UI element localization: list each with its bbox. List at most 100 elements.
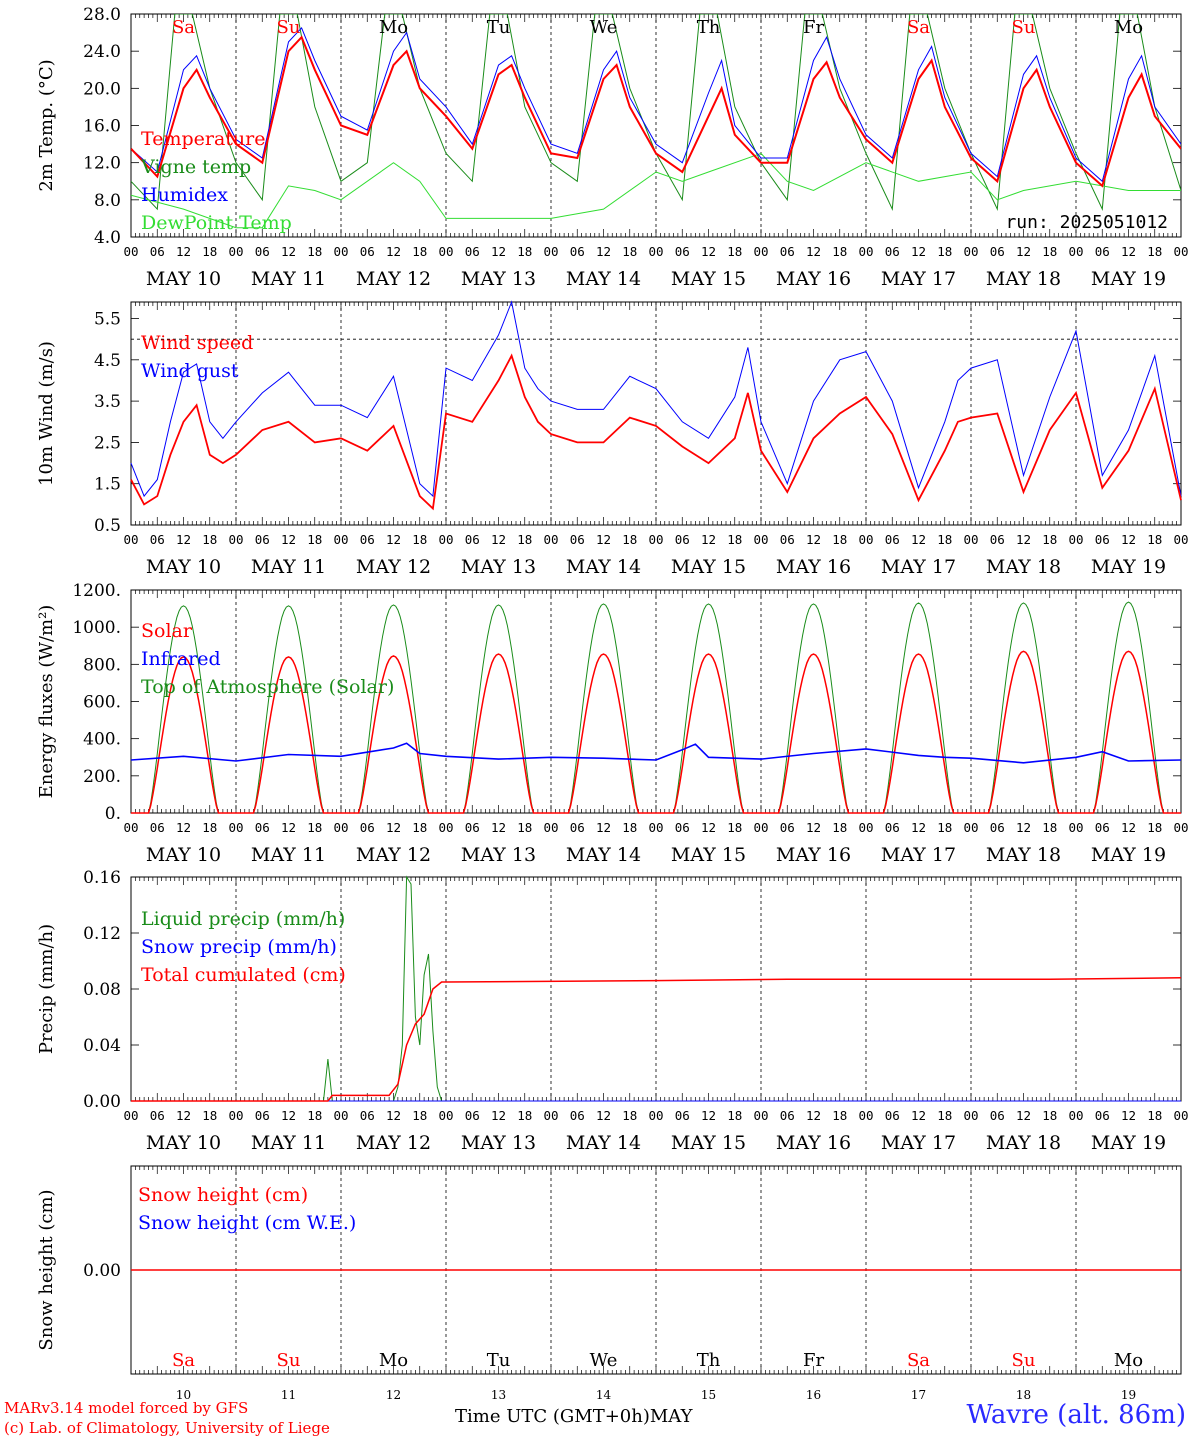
date-label: MAY 18 [986, 1132, 1061, 1154]
y-tick-label: 5.5 [94, 310, 121, 330]
hour-tick-label: 00 [1068, 532, 1083, 547]
y-axis-label: Snow height (cm) [36, 1189, 57, 1350]
hour-tick-label: 18 [517, 244, 532, 259]
hour-tick-label: 12 [386, 1108, 401, 1123]
legend-entry: Liquid precip (mm/h) [141, 908, 345, 930]
y-tick-label: 1.5 [94, 475, 121, 495]
y-tick-label: 0. [105, 804, 121, 824]
hour-tick-label: 18 [832, 532, 847, 547]
y-tick-label: 1000. [72, 618, 121, 638]
day-number-label: 10 [176, 1388, 191, 1402]
weekday-label: Mo [379, 1350, 408, 1371]
y-tick-label: 4.0 [94, 228, 121, 248]
series-infrared [130, 742, 1182, 764]
date-label: MAY 15 [671, 556, 746, 578]
hour-tick-label: 12 [1016, 820, 1031, 835]
hour-tick-label: 18 [307, 532, 322, 547]
hour-tick-label: 18 [1147, 244, 1162, 259]
hour-tick-label: 18 [1042, 820, 1057, 835]
day-number-label: 11 [281, 1388, 296, 1402]
hour-tick-label: 18 [1147, 820, 1162, 835]
hour-tick-label: 00 [648, 820, 663, 835]
day-number-label: 15 [701, 1388, 716, 1402]
date-label: MAY 16 [776, 268, 851, 290]
legend-entry: Wind speed [141, 332, 253, 354]
date-label: MAY 19 [1091, 556, 1166, 578]
hour-tick-label: 06 [885, 820, 900, 835]
hour-tick-label: 12 [596, 244, 611, 259]
date-label: MAY 13 [461, 268, 536, 290]
hour-tick-label: 06 [570, 1108, 585, 1123]
hour-tick-label: 12 [911, 244, 926, 259]
date-label: MAY 15 [671, 844, 746, 866]
hour-tick-label: 12 [596, 820, 611, 835]
y-axis-label: Precip (mm/h) [36, 924, 57, 1054]
hour-tick-label: 06 [1095, 1108, 1110, 1123]
panel-1: 4.0 8.0 12.0 16.0 20.0 24.0 28.0 2m Temp. (°C) T… [36, 5, 1189, 290]
hour-tick-label: 18 [412, 532, 427, 547]
y-tick-label: 1200. [72, 581, 121, 601]
hour-tick-label: 00 [648, 244, 663, 259]
date-label: MAY 10 [146, 268, 221, 290]
panel-3: 0. 200. 400. 600. 800. 1000. 1200. Energy fluxe… [36, 581, 1189, 866]
hour-tick-label: 06 [780, 532, 795, 547]
hour-tick-label: 00 [1173, 244, 1188, 259]
y-tick-label: 12.0 [83, 154, 121, 174]
hour-tick-label: 00 [963, 820, 978, 835]
hour-tick-label: 06 [150, 820, 165, 835]
hour-tick-label: 12 [1016, 1108, 1031, 1123]
hour-tick-label: 18 [727, 1108, 742, 1123]
y-tick-label: 8.0 [94, 191, 121, 211]
hour-tick-label: 18 [202, 820, 217, 835]
date-label: MAY 16 [776, 1132, 851, 1154]
hour-tick-label: 00 [438, 1108, 453, 1123]
date-label: MAY 13 [461, 556, 536, 578]
hour-tick-label: 00 [1068, 820, 1083, 835]
hour-tick-label: 00 [543, 820, 558, 835]
hour-tick-label: 12 [701, 244, 716, 259]
hour-tick-label: 06 [1095, 532, 1110, 547]
legend-entry: Top of Atmosphere (Solar) [141, 676, 394, 698]
hour-tick-label: 12 [491, 1108, 506, 1123]
hour-tick-label: 00 [333, 820, 348, 835]
y-tick-label: 0.5 [94, 516, 121, 536]
hour-tick-label: 18 [307, 244, 322, 259]
hour-tick-label: 06 [255, 244, 270, 259]
hour-tick-label: 12 [806, 1108, 821, 1123]
y-axis-label: 10m Wind (m/s) [36, 341, 57, 486]
weekday-label: Su [277, 1350, 301, 1371]
hour-tick-label: 12 [911, 820, 926, 835]
hour-tick-label: 06 [360, 1108, 375, 1123]
y-tick-label: 28.0 [83, 5, 121, 25]
hour-tick-label: 00 [543, 1108, 558, 1123]
series-wind-speed [130, 353, 1182, 511]
y-tick-label: 0.00 [83, 1092, 121, 1112]
legend-entry: Humidex [141, 184, 228, 206]
hour-tick-label: 00 [438, 244, 453, 259]
y-tick-label: 0.16 [83, 868, 121, 888]
weekday-label: Su [1012, 1350, 1036, 1371]
hour-tick-label: 18 [202, 1108, 217, 1123]
hour-tick-label: 12 [806, 244, 821, 259]
day-number-label: 12 [386, 1388, 401, 1402]
hour-tick-label: 12 [176, 1108, 191, 1123]
hour-tick-label: 18 [622, 1108, 637, 1123]
hour-tick-label: 18 [727, 532, 742, 547]
hour-tick-label: 06 [570, 244, 585, 259]
hour-tick-label: 12 [596, 1108, 611, 1123]
hour-tick-label: 06 [1095, 244, 1110, 259]
hour-tick-label: 00 [1068, 1108, 1083, 1123]
date-label: MAY 10 [146, 1132, 221, 1154]
hour-tick-label: 00 [228, 1108, 243, 1123]
weekday-label: We [590, 17, 618, 38]
y-tick-label: 0.04 [83, 1036, 121, 1056]
hour-tick-label: 12 [1016, 244, 1031, 259]
hour-tick-label: 12 [911, 532, 926, 547]
hour-tick-label: 12 [491, 820, 506, 835]
hour-tick-label: 00 [228, 820, 243, 835]
date-label: MAY 19 [1091, 1132, 1166, 1154]
hour-tick-label: 06 [255, 532, 270, 547]
hour-tick-label: 06 [780, 1108, 795, 1123]
date-label: MAY 18 [986, 268, 1061, 290]
hour-tick-label: 06 [570, 532, 585, 547]
